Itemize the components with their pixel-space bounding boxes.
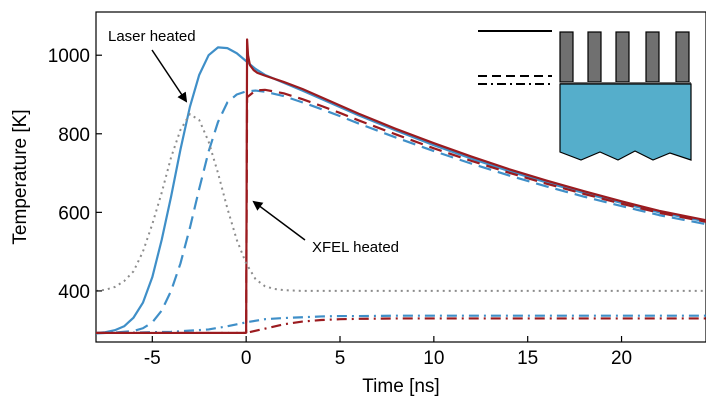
inset-pillar [675,31,690,83]
x-tick-label: -5 [144,348,161,369]
series-line-7 [96,113,706,292]
series-layer [96,38,706,335]
series-line-5 [96,88,706,335]
y-tick-label: 800 [58,125,90,146]
x-tick-label: 5 [335,348,346,369]
x-tick-label: 0 [241,348,252,369]
series-line-2 [96,89,706,335]
annotation-xfel: XFEL heated [252,200,399,256]
annotation-laser-text: Laser heated [108,28,196,45]
annotation-laser-arrow [151,49,188,103]
inset-pillar [615,31,630,83]
annotation-xfel-arrow [252,200,306,241]
y-tick-label: 600 [58,203,90,224]
x-axis-title: Time [ns] [362,376,439,397]
series-line-6 [96,317,706,335]
annotation-xfel-text: XFEL heated [312,239,399,256]
y-tick-label: 1000 [48,46,90,67]
x-tick-label: 10 [423,348,444,369]
annotation-laser: Laser heated [108,28,196,103]
series-line-3 [96,314,706,335]
inset-pillar [587,31,602,83]
plot-frame [95,11,706,343]
y-axis-title: Temperature [K] [10,109,31,244]
inset-substrate [559,83,692,161]
x-tick-label: 20 [611,348,632,369]
x-tick-label: 15 [517,348,538,369]
tick-layer: -5 0 5 10 15 20 400 600 800 1000 [48,46,632,369]
inset-pillar [645,31,660,83]
y-tick-label: 400 [58,282,90,303]
inset-pillar [559,31,574,83]
inset-schematic [478,30,692,161]
inset-base-layer [560,82,691,84]
